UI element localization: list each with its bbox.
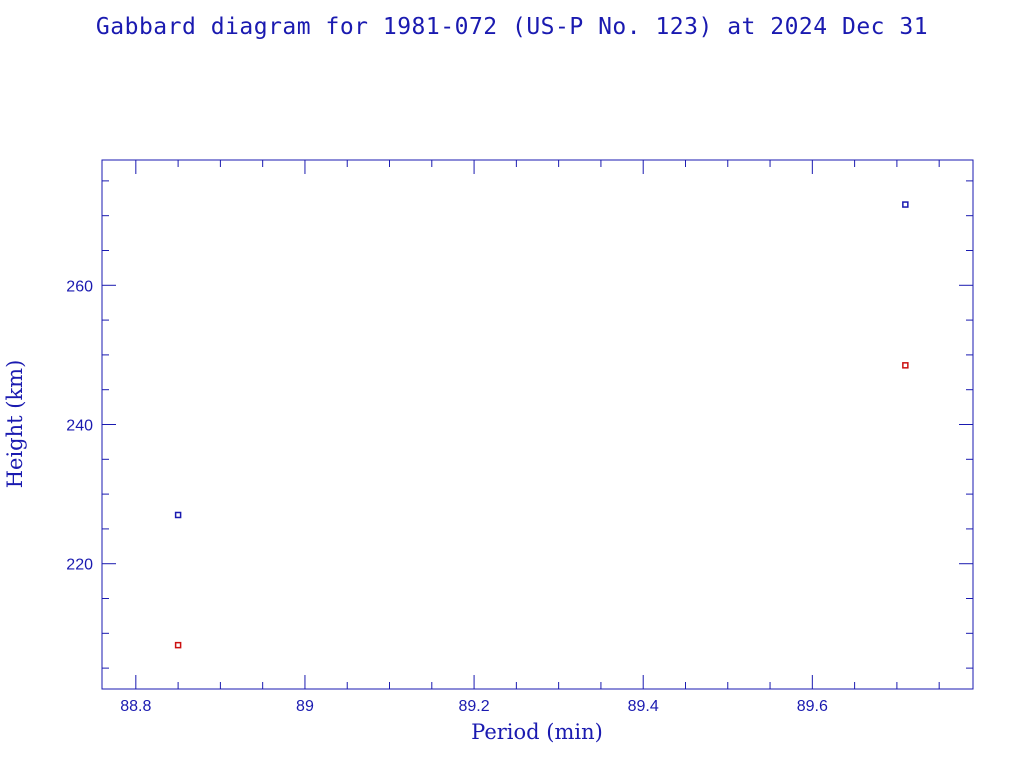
plot-frame: [101, 159, 974, 690]
perigee-point: [902, 362, 909, 369]
x-axis-title: Period (min): [471, 720, 603, 744]
y-axis-title: Height (km): [3, 360, 27, 489]
x-tick-label: 89: [296, 698, 314, 715]
apogee-point: [902, 201, 909, 208]
x-tick-label: 89.6: [797, 698, 828, 715]
y-axis-ticks: 220 240 260: [66, 180, 973, 669]
y-tick-label: 220: [66, 557, 93, 574]
y-tick-label: 260: [66, 278, 93, 295]
apogee-point: [174, 511, 182, 519]
perigee-point: [174, 641, 182, 649]
chart-title: Gabbard diagram for 1981-072 (US-P No. 1…: [95, 14, 929, 40]
x-tick-label: 89.2: [459, 698, 490, 715]
data-points: [174, 201, 909, 649]
x-axis-ticks: 88.8 89 89.2 89.4 89.6: [120, 160, 940, 715]
x-tick-label: 89.4: [628, 698, 659, 715]
y-tick-label: 240: [66, 418, 93, 435]
x-tick-label: 88.8: [120, 698, 151, 715]
